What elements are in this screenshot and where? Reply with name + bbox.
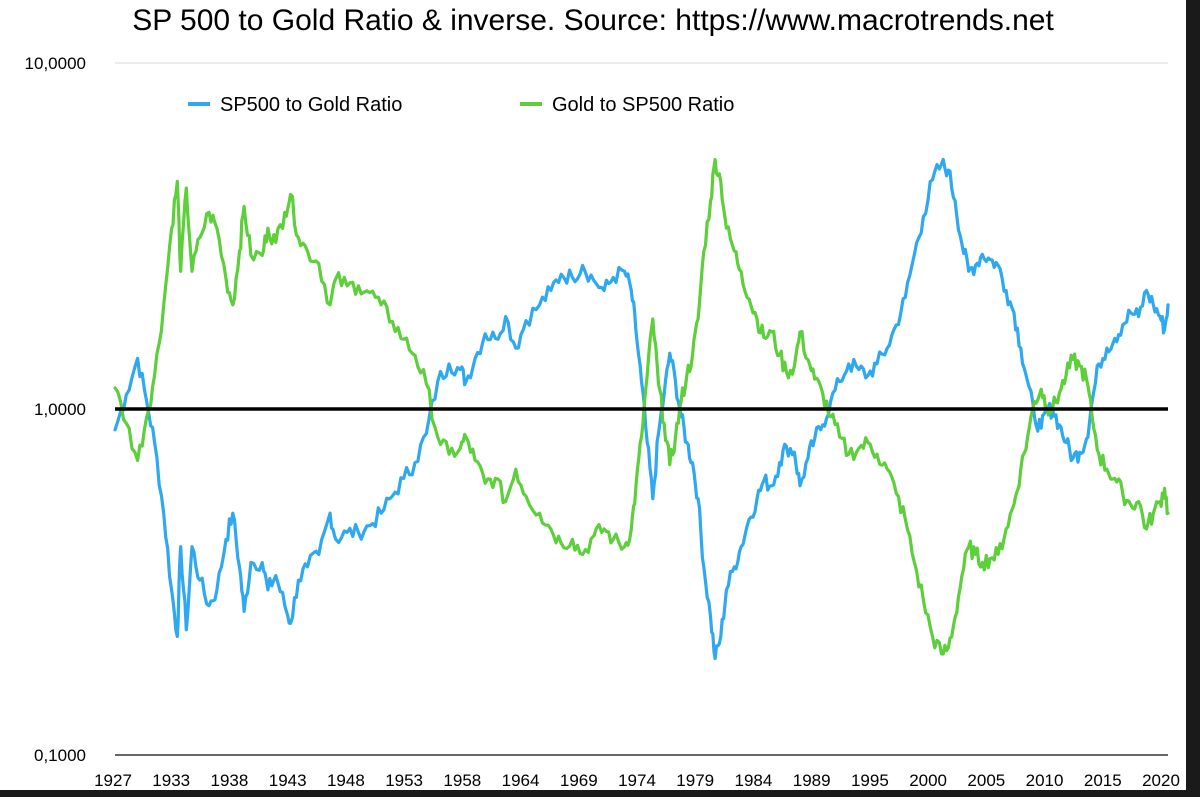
x-tick-label: 1989 <box>793 771 831 790</box>
x-tick-label: 1979 <box>676 771 714 790</box>
legend-label: Gold to SP500 Ratio <box>552 94 734 116</box>
x-axis-labels: 1927 1933 1938 1943 1948 1953 1958 1964 1969 1974… <box>94 771 1180 790</box>
x-tick-label: 1984 <box>735 771 773 790</box>
x-tick-label: 2005 <box>967 771 1005 790</box>
legend: SP500 to Gold Ratio Gold to SP500 Ratio <box>188 94 734 116</box>
x-tick-label: 1938 <box>211 771 249 790</box>
x-tick-label: 2015 <box>1084 771 1122 790</box>
series <box>113 157 1170 661</box>
series-line-sp500-to-gold <box>113 157 1170 661</box>
series-line-gold-to-sp500 <box>113 157 1170 656</box>
chart-frame: SP 500 to Gold Ratio & inverse. Source: … <box>0 0 1186 790</box>
x-tick-label: 2020 <box>1142 771 1180 790</box>
x-tick-label: 1969 <box>560 771 598 790</box>
legend-label: SP500 to Gold Ratio <box>220 94 402 116</box>
y-tick-label: 1,0000 <box>34 400 86 419</box>
x-tick-label: 1974 <box>618 771 656 790</box>
x-tick-label: 1958 <box>443 771 481 790</box>
x-tick-label: 1948 <box>327 771 365 790</box>
chart-title: SP 500 to Gold Ratio & inverse. Source: … <box>132 4 1054 37</box>
x-tick-label: 1927 <box>94 771 132 790</box>
x-tick-label: 1933 <box>152 771 190 790</box>
y-tick-label: 0,1000 <box>34 746 86 765</box>
line-chart: 10,0000 1,0000 0,1000 1927 1933 1938 1943 1948… <box>25 54 1180 790</box>
x-tick-label: 2000 <box>909 771 947 790</box>
y-axis-labels: 10,0000 1,0000 0,1000 <box>25 54 86 765</box>
x-tick-label: 2010 <box>1026 771 1064 790</box>
x-tick-label: 1943 <box>269 771 307 790</box>
x-tick-label: 1995 <box>851 771 889 790</box>
x-tick-label: 1964 <box>502 771 540 790</box>
x-tick-label: 1953 <box>385 771 423 790</box>
y-tick-label: 10,0000 <box>25 54 86 73</box>
